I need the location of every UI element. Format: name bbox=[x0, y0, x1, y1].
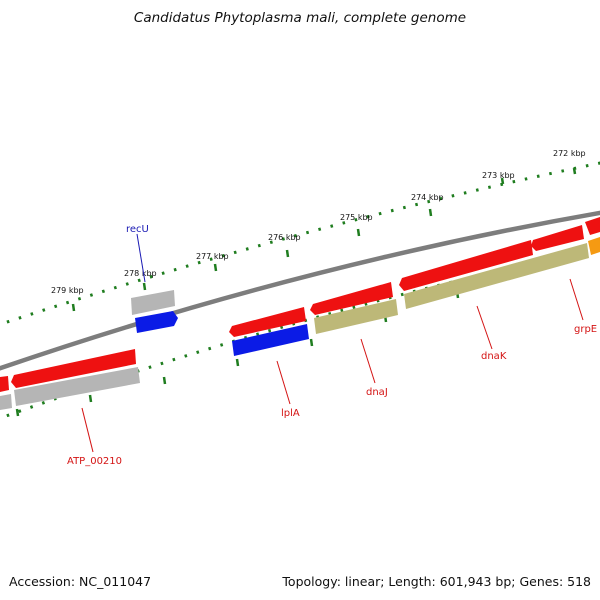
ruler-label-277: 277 kbp bbox=[196, 252, 229, 261]
gene-label-dnaK[interactable]: dnaK bbox=[481, 351, 507, 362]
feature-cds-orange[interactable] bbox=[588, 237, 600, 255]
genome-backbone bbox=[0, 210, 600, 371]
feature-cds-top-2[interactable] bbox=[531, 225, 584, 251]
accession-text: Accession: NC_011047 bbox=[9, 574, 152, 589]
ruler-label-276: 276 kbp bbox=[268, 233, 301, 242]
feature-gene-dnaJ[interactable] bbox=[314, 299, 398, 334]
gene-labels: grpE dnaK dnaJ lplA recU ATP_00210 bbox=[67, 224, 597, 467]
genome-summary-text: Topology: linear; Length: 601,943 bp; Ge… bbox=[282, 574, 591, 589]
feature-cds-top-5[interactable] bbox=[229, 307, 306, 337]
ruler-label-274: 274 kbp bbox=[411, 193, 444, 202]
feature-trna-lplA[interactable] bbox=[232, 324, 309, 356]
gene-label-lplA[interactable]: lplA bbox=[281, 408, 300, 419]
feature-gene-top-recU[interactable] bbox=[131, 290, 175, 315]
gene-label-grpE[interactable]: grpE bbox=[574, 324, 597, 335]
feature-gene-edge[interactable] bbox=[0, 394, 12, 410]
gene-label-recU[interactable]: recU bbox=[126, 224, 149, 235]
ruler-label-273: 273 kbp bbox=[482, 171, 515, 180]
feature-trna-recU[interactable] bbox=[135, 311, 178, 333]
feature-cds-top-1[interactable] bbox=[585, 217, 600, 235]
ruler-label-272: 272 kbp bbox=[553, 149, 586, 158]
map-title: Candidatus Phytoplasma mali, complete ge… bbox=[133, 10, 467, 26]
feature-cds-top-7[interactable] bbox=[0, 376, 9, 392]
ruler-label-275: 275 kbp bbox=[340, 213, 373, 222]
gene-label-dnaJ[interactable]: dnaJ bbox=[366, 387, 388, 398]
feature-cds-top-3[interactable] bbox=[399, 240, 533, 291]
ruler-labels: 272 kbp 273 kbp 274 kbp 275 kbp 276 kbp … bbox=[51, 149, 586, 295]
ruler-label-278: 278 kbp bbox=[124, 269, 157, 278]
ruler-label-279: 279 kbp bbox=[51, 286, 84, 295]
gene-label-ATP_00210[interactable]: ATP_00210 bbox=[67, 456, 122, 467]
feature-cds-top-4[interactable] bbox=[310, 282, 393, 315]
feature-gene-ATP_00210[interactable] bbox=[14, 367, 140, 406]
label-leaders bbox=[81, 233, 584, 453]
outer-ruler-track bbox=[0, 161, 600, 326]
upper-feature-track bbox=[0, 217, 600, 392]
feature-gene-grpE[interactable] bbox=[404, 243, 589, 309]
feature-cds-top-6[interactable] bbox=[11, 349, 136, 388]
outer-major-ticks bbox=[71, 167, 577, 312]
lower-feature-track bbox=[0, 237, 600, 410]
